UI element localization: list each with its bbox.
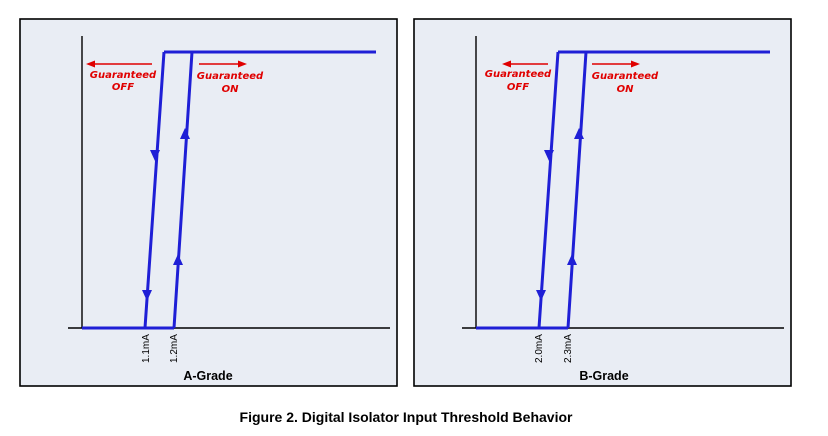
panel-b-guaranteed-off-line1: Guaranteed xyxy=(485,69,552,80)
panel-a-up-arrow-lower xyxy=(173,254,183,265)
panel-a-on-threshold-label: 1.2mA xyxy=(169,334,180,363)
panel-a-guaranteed-on-line2: ON xyxy=(222,84,240,95)
panel-a-guaranteed-off-line1: Guaranteed xyxy=(90,70,157,81)
panel-a-off-arrowhead xyxy=(86,60,95,68)
panel-b-frame xyxy=(413,18,792,387)
panel-a-grade-label: A-Grade xyxy=(183,369,232,383)
panel-b-down-arrow-lower xyxy=(536,290,546,301)
figure-caption: Figure 2. Digital Isolator Input Thresho… xyxy=(240,409,573,425)
panel-a-frame xyxy=(19,18,398,387)
panel-b-guaranteed-off-line2: OFF xyxy=(507,82,529,93)
panel-a-guaranteed-on-line1: Guaranteed xyxy=(197,71,264,82)
panel-a-grade: Guaranteed OFF Guaranteed ON 1.1mA 1.2mA… xyxy=(19,18,398,387)
panel-b-down-arrow-upper xyxy=(544,150,554,161)
panel-a-down-arrow-lower xyxy=(142,290,152,301)
panel-b-guaranteed-on-line1: Guaranteed xyxy=(592,71,659,82)
panel-b-on-arrowhead xyxy=(631,60,640,68)
panel-b-grade-label: B-Grade xyxy=(579,369,628,383)
panel-b-guaranteed-on-line2: ON xyxy=(617,84,635,95)
panel-a-guaranteed-off-line2: OFF xyxy=(112,82,134,93)
panel-b-up-arrow-upper xyxy=(574,128,584,139)
panel-b-off-arrowhead xyxy=(502,60,511,68)
panel-b-up-arrow-lower xyxy=(567,254,577,265)
panel-a-down-arrow-upper xyxy=(150,150,160,161)
panel-a-on-arrowhead xyxy=(238,60,247,68)
panel-b-on-threshold-label: 2.3mA xyxy=(563,334,574,363)
panel-a-up-arrow-upper xyxy=(180,128,190,139)
panel-b-off-threshold-label: 2.0mA xyxy=(534,334,545,363)
panel-b-grade: Guaranteed OFF Guaranteed ON 2.0mA 2.3mA… xyxy=(413,18,792,387)
panel-a-off-threshold-label: 1.1mA xyxy=(141,334,152,363)
